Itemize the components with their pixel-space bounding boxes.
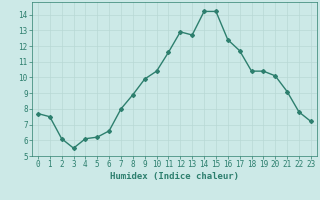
X-axis label: Humidex (Indice chaleur): Humidex (Indice chaleur) bbox=[110, 172, 239, 181]
